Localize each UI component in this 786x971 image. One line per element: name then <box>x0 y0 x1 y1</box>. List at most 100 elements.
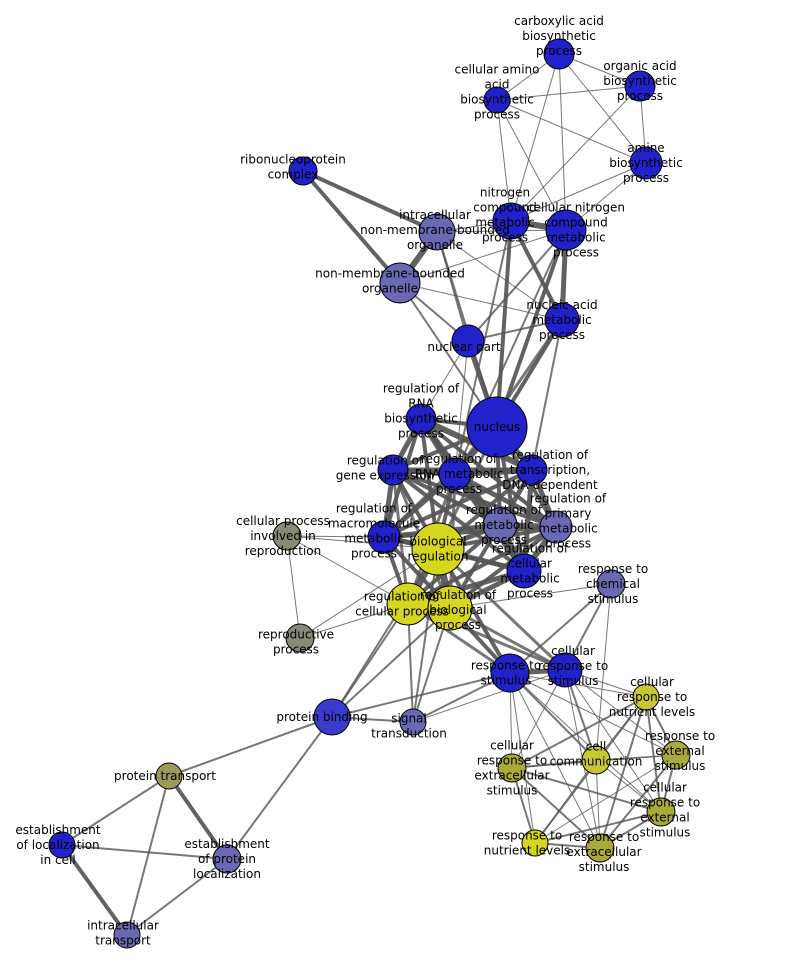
edge <box>531 319 563 471</box>
edge <box>168 716 333 777</box>
graph-node[interactable] <box>492 202 530 240</box>
graph-node[interactable] <box>539 510 573 544</box>
edge <box>510 85 641 222</box>
edge <box>511 767 601 849</box>
graph-node[interactable] <box>585 833 615 863</box>
edge <box>534 759 597 844</box>
edge <box>558 53 647 164</box>
graph-node[interactable] <box>632 683 660 711</box>
graph-node[interactable] <box>545 209 587 251</box>
edge <box>391 468 558 529</box>
edge <box>453 318 564 476</box>
edge <box>511 696 647 769</box>
edge <box>511 767 662 813</box>
edge <box>599 754 677 849</box>
edge <box>412 669 566 723</box>
edge <box>226 716 333 860</box>
graph-node[interactable] <box>313 698 351 736</box>
edge <box>595 759 601 849</box>
graph-node[interactable] <box>506 553 542 589</box>
edge <box>511 669 566 769</box>
edge <box>399 229 567 284</box>
graph-node[interactable] <box>438 457 472 491</box>
graph-node[interactable] <box>544 302 580 338</box>
edge <box>496 85 641 101</box>
edge <box>496 99 567 231</box>
edge <box>412 548 439 723</box>
edge <box>496 99 647 164</box>
edge <box>167 774 229 861</box>
graph-node[interactable] <box>466 396 528 458</box>
graph-node[interactable] <box>451 324 485 358</box>
graph-node[interactable] <box>596 569 626 599</box>
edge <box>331 607 451 718</box>
edge <box>299 548 439 639</box>
graph-node[interactable] <box>516 454 548 486</box>
graph-node[interactable] <box>285 623 315 653</box>
graph-node[interactable] <box>48 831 76 859</box>
edge <box>509 672 677 756</box>
edge <box>558 53 567 231</box>
edge <box>564 669 677 756</box>
edge <box>301 169 439 234</box>
graph-node[interactable] <box>377 454 409 486</box>
graph-node[interactable] <box>427 585 473 631</box>
edge <box>510 162 647 222</box>
graph-node[interactable] <box>272 521 302 551</box>
graph-node[interactable] <box>497 753 527 783</box>
graph-node[interactable] <box>482 507 518 543</box>
edge <box>126 775 170 936</box>
edge <box>436 547 567 672</box>
graph-node[interactable] <box>646 797 676 827</box>
graph-node[interactable] <box>399 708 427 736</box>
edge <box>60 843 129 937</box>
graph-node[interactable] <box>661 740 691 770</box>
edge <box>496 99 512 222</box>
edge <box>595 583 612 761</box>
edge <box>510 53 560 222</box>
edge <box>509 219 564 322</box>
edge <box>301 169 402 285</box>
edge <box>452 471 559 530</box>
edge <box>331 603 409 718</box>
edge <box>599 696 647 849</box>
graph-node[interactable] <box>367 520 401 554</box>
graph-node[interactable] <box>483 86 511 114</box>
edge <box>391 468 502 527</box>
graph-node[interactable] <box>418 213 456 251</box>
graph-node[interactable] <box>629 146 663 180</box>
edge <box>467 229 567 342</box>
edge <box>509 672 662 813</box>
edge <box>509 672 597 761</box>
graph-node[interactable] <box>288 156 318 186</box>
edge <box>454 340 469 475</box>
edge <box>449 583 612 609</box>
graph-node[interactable] <box>379 262 421 304</box>
graph-node[interactable] <box>411 522 465 576</box>
edge <box>534 811 662 844</box>
graph-node[interactable] <box>155 762 183 790</box>
graph-node[interactable] <box>405 403 437 435</box>
edge <box>61 775 170 846</box>
graph-node[interactable] <box>386 582 430 626</box>
edge <box>509 583 612 674</box>
graph-node[interactable] <box>212 844 242 874</box>
edge <box>495 228 568 429</box>
graph-node[interactable] <box>624 70 656 102</box>
graph-node[interactable] <box>113 921 141 949</box>
edge <box>331 672 511 718</box>
edge <box>509 672 601 849</box>
edge <box>61 844 228 860</box>
graph-node[interactable] <box>547 652 583 688</box>
graph-node[interactable] <box>543 38 575 70</box>
graph-node[interactable] <box>490 653 530 693</box>
edge <box>286 535 409 605</box>
edge <box>534 754 677 844</box>
graph-node[interactable] <box>581 745 611 775</box>
graph-node[interactable] <box>521 829 549 857</box>
edge <box>509 672 647 698</box>
nodes-layer <box>48 38 691 949</box>
edge <box>286 535 301 639</box>
